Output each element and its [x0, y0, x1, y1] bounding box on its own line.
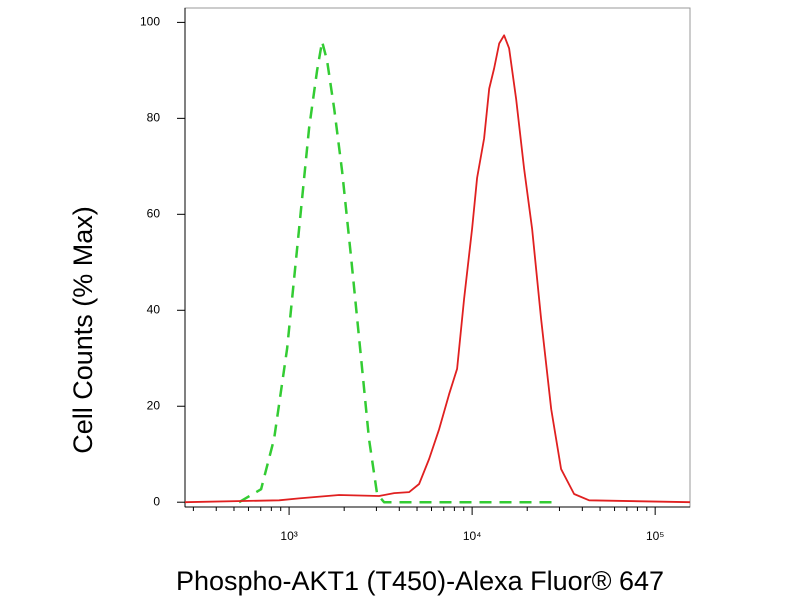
- histogram-line: [238, 40, 560, 504]
- y-tick-label: 80: [147, 111, 161, 125]
- y-tick-label: 20: [147, 398, 161, 412]
- y-tick-label: 0: [153, 494, 160, 508]
- x-tick-label: 10⁴: [463, 529, 482, 543]
- x-axis-label: Phospho-AKT1 (T450)-Alexa Fluor® 647: [176, 566, 664, 596]
- y-tick-label: 40: [147, 302, 161, 316]
- histogram-line: [184, 34, 691, 504]
- x-tick-label: 10³: [280, 529, 297, 543]
- x-tick-label: 10⁵: [646, 529, 664, 543]
- y-tick-label: 60: [147, 206, 161, 220]
- y-tick-label: 100: [140, 15, 160, 29]
- y-axis-label: Cell Counts (% Max): [68, 206, 98, 454]
